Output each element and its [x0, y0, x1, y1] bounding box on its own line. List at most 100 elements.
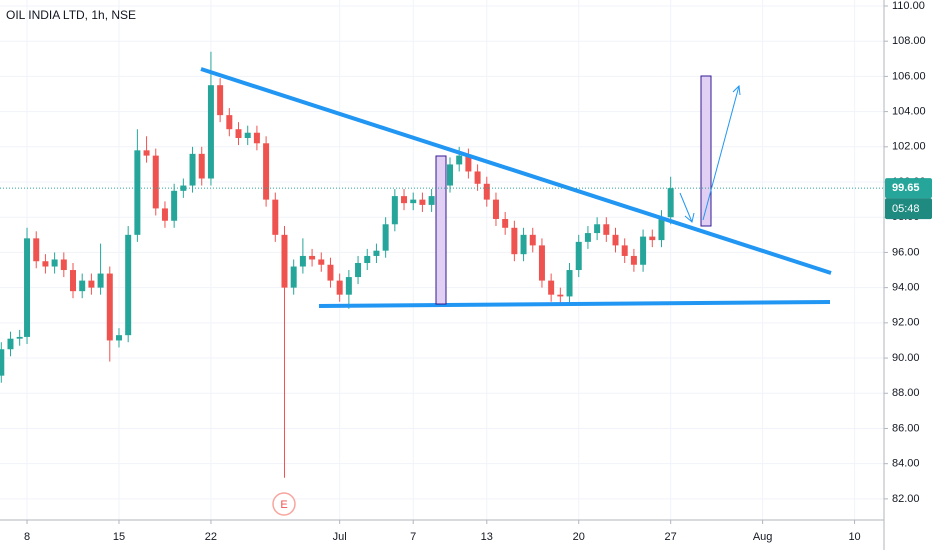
y-tick-label: 82.00 — [892, 493, 920, 505]
candle-body — [207, 85, 214, 179]
candles — [0, 51, 674, 478]
candle-body — [465, 155, 472, 172]
candle-body — [143, 150, 150, 156]
x-tick-label: 13 — [481, 531, 493, 543]
candle-body — [382, 224, 389, 251]
candle-body — [355, 262, 362, 278]
candle-body — [253, 132, 260, 144]
candle-body — [217, 85, 224, 116]
candle-body — [115, 335, 122, 341]
candle-body — [272, 199, 279, 235]
candle-body — [575, 241, 582, 271]
candle-body — [373, 250, 380, 256]
y-tick-label: 102.00 — [892, 141, 926, 153]
range-box — [700, 75, 712, 227]
candle-body — [299, 255, 306, 267]
candle-body — [309, 255, 316, 260]
x-tick-label: 8 — [24, 531, 30, 543]
candle-body — [51, 259, 58, 267]
candle-body — [60, 259, 67, 271]
drawings — [200, 67, 832, 308]
last-price-badge — [885, 178, 932, 199]
candle-body — [621, 245, 628, 256]
last-price-label: 99.65 — [892, 182, 920, 194]
trend-line — [200, 67, 832, 275]
y-tick-label: 86.00 — [892, 422, 920, 434]
y-tick-label: 108.00 — [892, 35, 926, 47]
y-tick-label: 104.00 — [892, 106, 926, 118]
arrow-head — [732, 84, 741, 96]
candle-body — [134, 150, 141, 235]
trend-line — [318, 300, 831, 308]
y-tick-label: 88.00 — [892, 387, 920, 399]
candle-body — [401, 196, 408, 204]
candle-body — [244, 132, 251, 139]
countdown-badge — [885, 198, 932, 220]
candle-body — [658, 217, 665, 241]
earnings-marker[interactable] — [272, 492, 296, 516]
candle-body — [630, 255, 637, 265]
candle-body — [474, 171, 481, 184]
candle-body — [7, 338, 14, 350]
candle-body — [198, 153, 205, 179]
candle-body — [391, 196, 398, 225]
candle-body — [548, 280, 555, 295]
x-tick-label: 10 — [848, 531, 860, 543]
y-tick-label: 92.00 — [892, 317, 920, 329]
candle-body — [649, 236, 656, 241]
candle-body — [125, 234, 132, 336]
x-tick-label: 15 — [113, 531, 125, 543]
candle-body — [79, 280, 86, 292]
candle-body — [281, 234, 288, 288]
candle-body — [603, 224, 610, 235]
candle-body — [33, 238, 40, 262]
candle-body — [336, 280, 343, 295]
candle-body — [492, 199, 499, 219]
arrow-head — [684, 212, 695, 223]
candle-body — [318, 259, 325, 265]
y-tick-label: 84.00 — [892, 458, 920, 470]
candle-body — [594, 224, 601, 234]
candle-body — [557, 294, 564, 297]
candle-body — [612, 234, 619, 246]
candle-body — [410, 199, 417, 204]
candle-body — [161, 208, 168, 221]
candle-body — [235, 129, 242, 139]
candle-body — [446, 164, 453, 186]
candle-body — [428, 196, 435, 205]
candle-body — [419, 199, 426, 205]
x-tick-label: Jul — [333, 531, 347, 543]
grid — [0, 0, 884, 520]
candle-body — [290, 266, 297, 288]
candle-body — [511, 227, 518, 255]
candle-body — [520, 234, 527, 255]
candle-body — [106, 273, 113, 341]
candle-body — [502, 218, 509, 228]
candle-body — [189, 153, 196, 186]
candle-body — [16, 336, 23, 339]
x-tick-label: 27 — [665, 531, 677, 543]
x-tick-label: 20 — [573, 531, 585, 543]
candle-body — [566, 270, 573, 297]
candle-body — [0, 349, 5, 376]
candle-body — [345, 277, 352, 295]
candle-body — [538, 245, 545, 281]
y-tick-label: 110.00 — [892, 0, 925, 12]
x-tick-label: Aug — [753, 531, 773, 543]
candle-body — [529, 234, 536, 246]
candle-body — [171, 190, 178, 221]
earnings-label: E — [280, 499, 287, 511]
candle-body — [364, 255, 371, 263]
candle-body — [483, 183, 490, 200]
candle-body — [263, 143, 270, 200]
candle-body — [226, 115, 233, 130]
candle-body — [327, 264, 334, 281]
candle-body — [24, 238, 31, 337]
chart-title: OIL INDIA LTD, 1h, NSE — [6, 8, 136, 22]
candle-body — [456, 155, 463, 165]
candle-body — [584, 233, 591, 242]
candle-body — [70, 270, 77, 292]
range-box — [435, 155, 447, 305]
